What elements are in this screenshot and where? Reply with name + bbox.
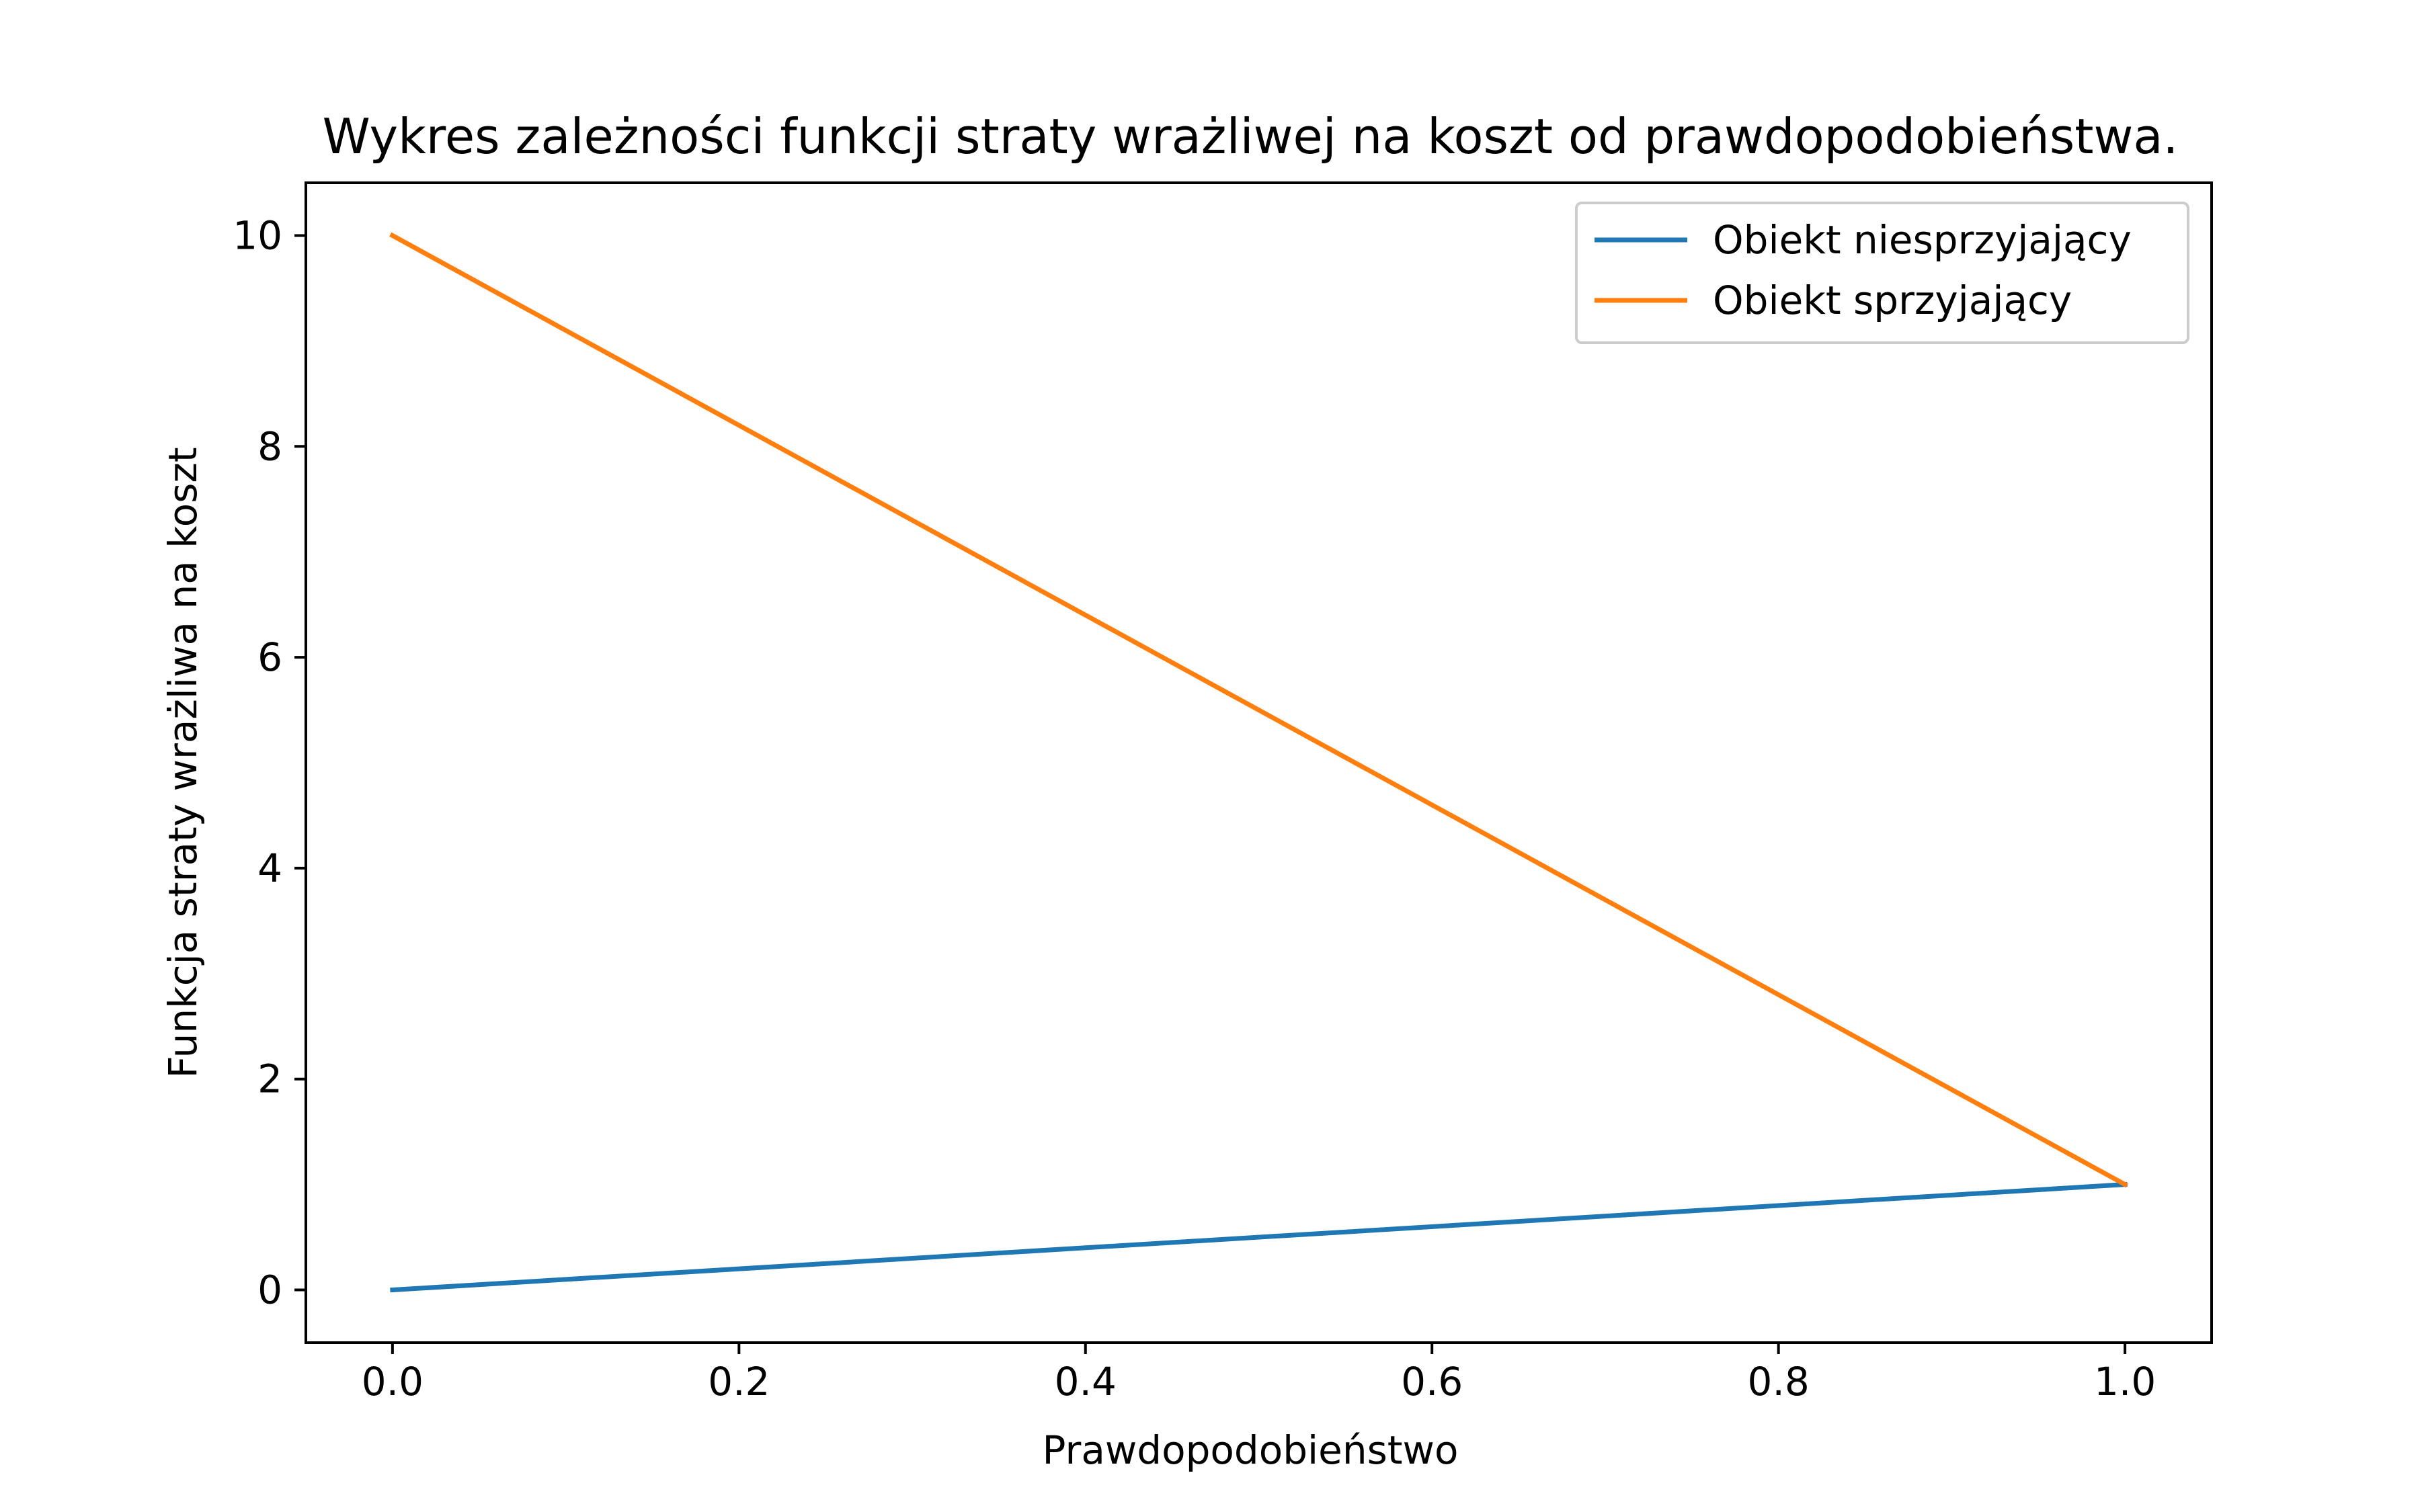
x-tick-label: 0.8: [1748, 1359, 1810, 1404]
y-tick-label: 4: [257, 845, 282, 891]
plot-area: 0.0 0.2 0.4 0.6 0.8 1.0 0 2 4 6 8 10 Obiekt niesprzy…: [233, 181, 2213, 1404]
axes-frame: [305, 181, 2213, 1344]
y-tick-label: 10: [233, 212, 282, 258]
series-line-2: [389, 232, 2128, 1188]
y-tick-label: 6: [257, 634, 282, 680]
x-tick-label: 0.6: [1401, 1359, 1463, 1404]
x-axis-label: Prawdopodobieństwo: [1043, 1427, 1459, 1473]
legend-box: [1575, 202, 2189, 344]
y-tick-label: 8: [257, 423, 282, 469]
y-tick-label: 2: [257, 1056, 282, 1102]
x-tick-label: 0.2: [708, 1359, 770, 1404]
x-tick-label: 0.4: [1055, 1359, 1117, 1404]
series-line-1: [390, 1181, 2128, 1293]
y-axis-label: Funkcja straty wrażliwa na koszt: [160, 447, 206, 1078]
x-tick-label: 0.0: [362, 1359, 424, 1404]
legend-label-1: Obiekt niesprzyjający: [1713, 217, 2132, 263]
y-tick-label: 0: [257, 1267, 282, 1313]
legend-label-2: Obiekt sprzyjający: [1713, 278, 2072, 323]
x-tick-label: 1.0: [2094, 1359, 2156, 1404]
chart-title: Wykres zależności funkcji straty wrażliw…: [323, 108, 2179, 165]
